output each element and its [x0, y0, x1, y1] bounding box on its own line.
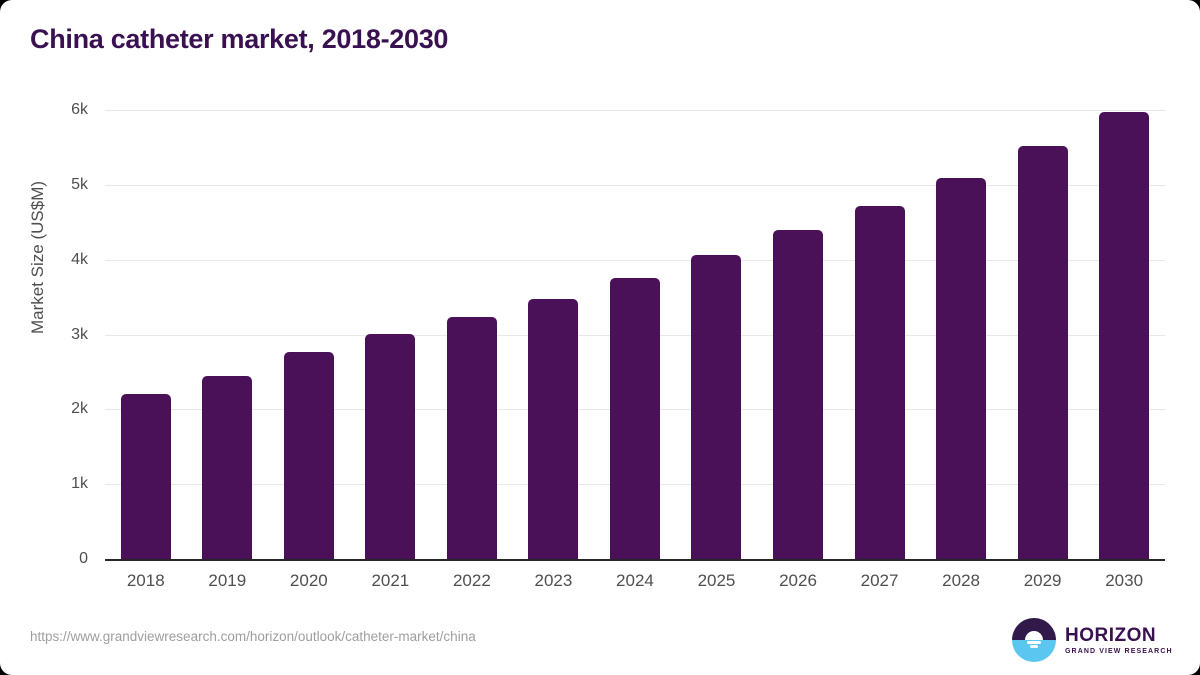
bar-2018: [120, 394, 171, 559]
bar-2029: [1017, 145, 1068, 559]
bar-slot-2030: [1083, 110, 1165, 559]
bar-slot-2029: [1002, 110, 1084, 559]
x-tick-label-2026: 2026: [779, 571, 817, 590]
bar-slot-2020: [268, 110, 350, 559]
bar-2020: [283, 352, 334, 559]
bar-slot-2021: [350, 110, 432, 559]
bar-slot-2023: [513, 110, 595, 559]
horizon-logo-dome: [1025, 631, 1043, 640]
bar-2030: [1099, 112, 1150, 559]
gridline-4k: [105, 259, 1165, 261]
y-tick-label-6k: 6k: [71, 101, 88, 118]
x-tick-label-2018: 2018: [126, 571, 165, 590]
horizon-logo-name: HORIZON: [1065, 624, 1157, 646]
source-url: https://www.grandviewresearch.com/horizo…: [30, 629, 476, 644]
x-tick-label-2025: 2025: [697, 571, 736, 590]
y-tick-label-4k: 4k: [71, 250, 88, 268]
x-tick-label-2019: 2019: [208, 571, 247, 590]
bar-slot-2019: [187, 110, 269, 559]
horizon-logo-subtitle: GRAND VIEW RESEARCH: [1065, 647, 1173, 655]
bar-2025: [691, 255, 742, 559]
bar-slot-2024: [594, 110, 676, 559]
bar-slot-2027: [839, 110, 921, 559]
x-tick-label-2030: 2030: [1105, 571, 1144, 590]
bar-2028: [936, 178, 987, 559]
x-tick-label-2028: 2028: [942, 571, 980, 590]
bars: [105, 110, 1165, 559]
x-tick-label-2024: 2024: [616, 571, 654, 590]
bar-slot-2028: [920, 110, 1002, 559]
x-tick-label-2023: 2023: [534, 571, 573, 590]
bar-2023: [528, 298, 579, 559]
y-axis-ticks: 0 1k 2k 3k 4k 5k 6k: [20, 101, 88, 567]
bar-slot-2026: [757, 110, 839, 559]
y-tick-label-3k: 3k: [71, 325, 88, 343]
bar-slot-2018: [105, 110, 187, 559]
bar-slot-2025: [676, 110, 758, 559]
bar-2024: [609, 277, 660, 559]
x-tick-label-2022: 2022: [452, 571, 491, 590]
x-tick-label-2021: 2021: [371, 571, 410, 590]
gridline-5k: [105, 184, 1165, 186]
x-tick-label-2020: 2020: [289, 571, 328, 590]
horizon-logo-text: HORIZON GRAND VIEW RESEARCH: [1065, 626, 1173, 655]
y-tick-label-2k: 2k: [71, 400, 88, 418]
bar-2021: [365, 333, 416, 559]
bar-2026: [773, 230, 824, 559]
horizon-logo-icon: [1012, 618, 1056, 662]
gridline-6k: [105, 110, 1165, 111]
y-tick-label-1k: 1k: [71, 475, 88, 493]
bar-slot-2022: [431, 110, 513, 559]
bar-2019: [202, 375, 253, 559]
x-tick-label-2027: 2027: [860, 571, 899, 590]
horizon-logo-reflection-line: [1027, 640, 1041, 644]
bar-2027: [854, 205, 905, 559]
horizon-logo: HORIZON GRAND VIEW RESEARCH: [1012, 618, 1173, 662]
chart-title: China catheter market, 2018-2030: [30, 24, 449, 54]
x-axis-labels: 2018 2019 2020 2021 2022 2023 2024 2025 2026 2027…: [105, 571, 1165, 591]
plot-area: [105, 110, 1165, 561]
x-tick-label-2029: 2029: [1023, 571, 1062, 590]
y-tick-label-5k: 5k: [71, 175, 88, 193]
bar-2022: [446, 317, 497, 559]
horizon-logo-reflection-line-short: [1030, 645, 1038, 649]
y-tick-label-0: 0: [79, 550, 88, 567]
